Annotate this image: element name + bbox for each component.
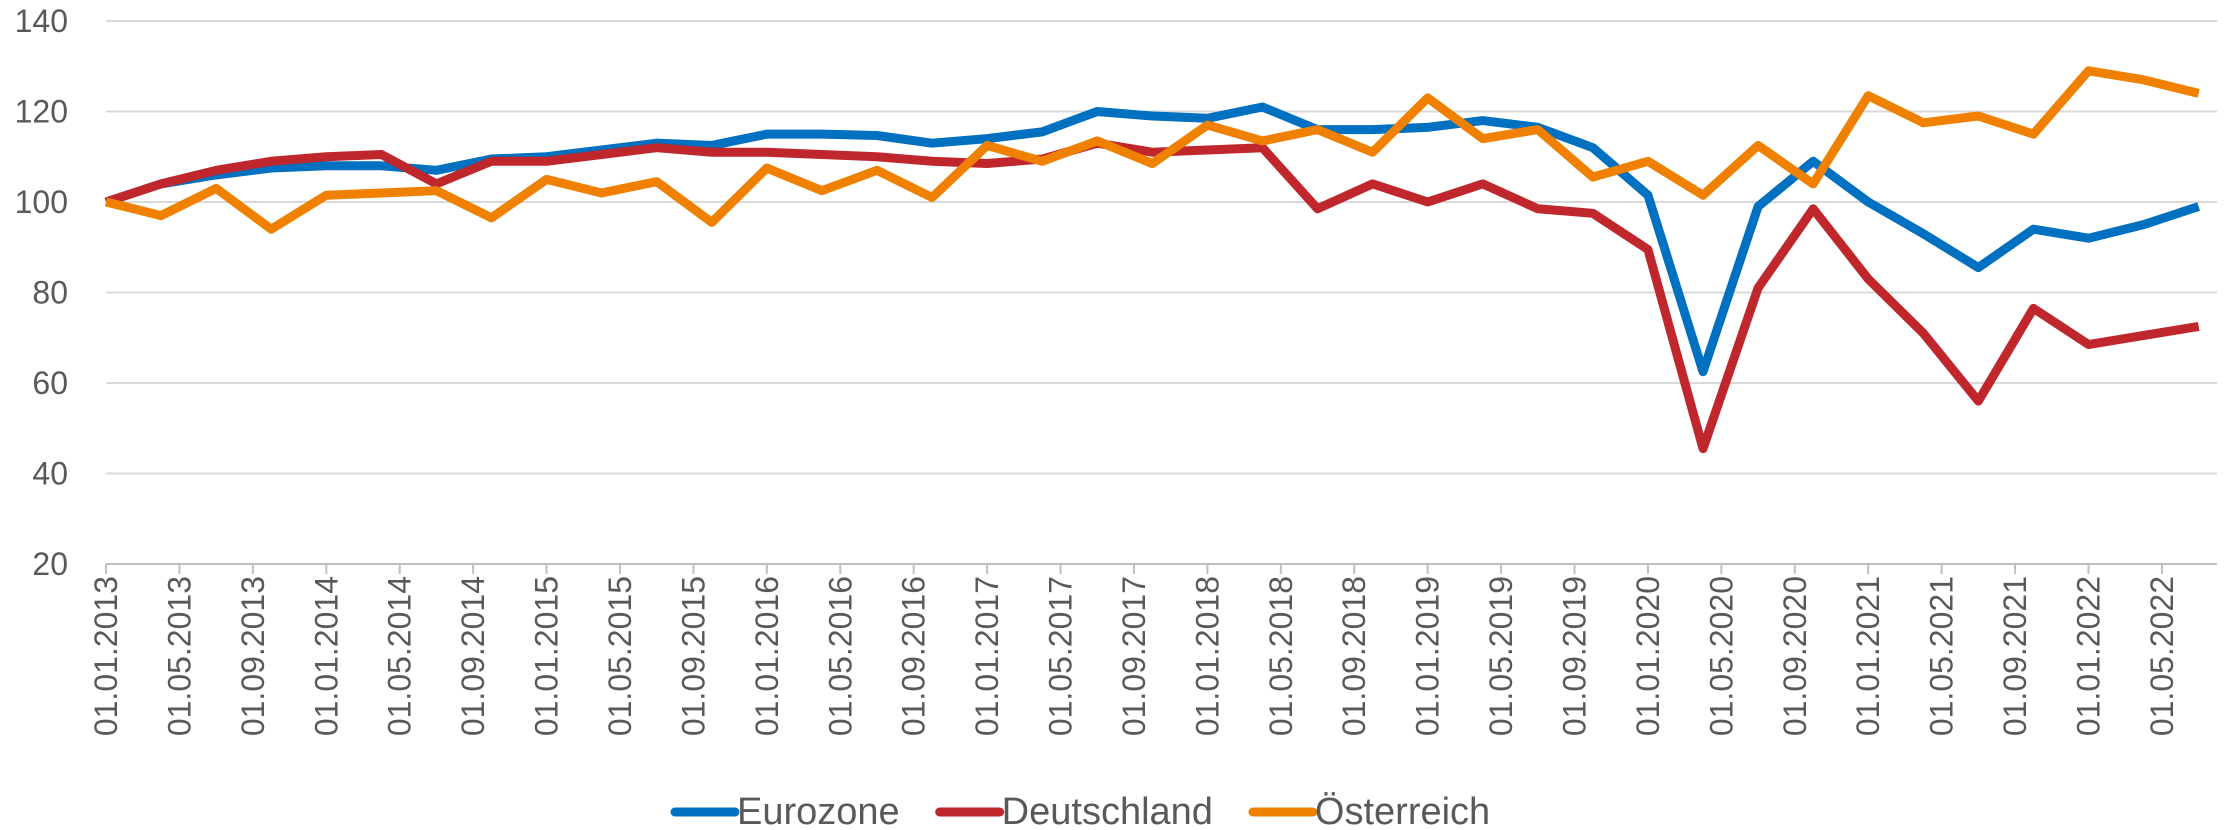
x-tick-label: 01.05.2021 <box>1924 576 1960 736</box>
x-tick-label: 01.05.2022 <box>2144 576 2180 736</box>
x-tick-label: 01.09.2019 <box>1557 576 1593 736</box>
x-tick-label: 01.09.2013 <box>235 576 271 736</box>
x-tick-label: 01.09.2015 <box>675 576 711 736</box>
x-tick-label: 01.09.2016 <box>896 576 932 736</box>
legend-label: Österreich <box>1315 791 1490 830</box>
x-tick-label: 01.05.2014 <box>382 576 418 736</box>
x-tick-label: 01.01.2018 <box>1189 576 1225 736</box>
x-tick-label: 01.05.2013 <box>161 576 197 736</box>
x-tick-label: 01.05.2018 <box>1263 576 1299 736</box>
x-tick-label: 01.01.2017 <box>969 576 1005 736</box>
series-line <box>104 66 2200 234</box>
x-tick-label: 01.05.2016 <box>822 576 858 736</box>
x-tick-label: 01.01.2015 <box>529 576 565 736</box>
x-tick-label: 01.05.2020 <box>1703 576 1739 736</box>
y-tick-label: 140 <box>15 3 68 39</box>
x-tick-label: 01.01.2020 <box>1630 576 1666 736</box>
x-tick-label: 01.05.2019 <box>1483 576 1519 736</box>
y-tick-label: 20 <box>32 546 68 582</box>
x-tick-label: 01.09.2014 <box>455 576 491 736</box>
x-tick-label: 01.05.2015 <box>602 576 638 736</box>
x-tick-label: 01.01.2021 <box>1850 576 1886 736</box>
x-tick-label: 01.01.2013 <box>88 576 124 736</box>
series-line <box>104 138 2200 454</box>
x-tick-label: 01.01.2016 <box>749 576 785 736</box>
x-tick-label: 01.09.2017 <box>1116 576 1152 736</box>
y-tick-label: 100 <box>15 184 68 220</box>
y-tick-label: 60 <box>32 365 68 401</box>
y-tick-label: 80 <box>32 275 68 311</box>
series-line <box>104 102 2201 377</box>
x-tick-label: 01.09.2018 <box>1336 576 1372 736</box>
x-tick-label: 01.09.2020 <box>1777 576 1813 736</box>
x-tick-label: 01.01.2019 <box>1410 576 1446 736</box>
x-tick-label: 01.01.2022 <box>2071 576 2107 736</box>
x-tick-label: 01.01.2014 <box>308 576 344 736</box>
legend-label: Deutschland <box>1002 791 1213 830</box>
legend-label: Eurozone <box>737 791 900 830</box>
x-tick-label: 01.05.2017 <box>1043 576 1079 736</box>
y-tick-label: 40 <box>32 456 68 492</box>
y-tick-label: 120 <box>15 94 68 130</box>
x-tick-label: 01.09.2021 <box>1997 576 2033 736</box>
